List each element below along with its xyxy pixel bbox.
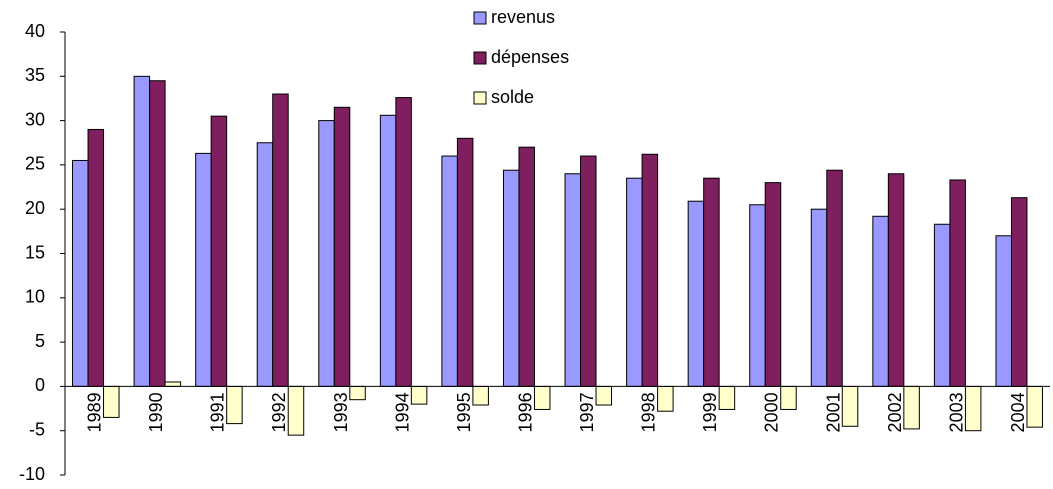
bar <box>903 385 920 430</box>
y-tick-label: 15 <box>25 242 45 262</box>
bar <box>441 155 458 387</box>
bar <box>1026 385 1043 428</box>
y-tick-label: 35 <box>25 65 45 85</box>
bar <box>103 385 120 418</box>
bar <box>872 215 889 387</box>
bar <box>195 152 212 387</box>
x-tick-label: 1991 <box>208 392 228 432</box>
x-tick-label: 2004 <box>1008 392 1028 432</box>
bar <box>780 385 797 410</box>
bar <box>518 146 535 387</box>
x-tick-label: 1999 <box>700 392 720 432</box>
bar <box>641 153 659 387</box>
bar <box>272 93 289 387</box>
bar <box>764 182 782 387</box>
bar <box>410 385 428 405</box>
bar <box>333 106 351 387</box>
legend-label: solde <box>491 87 534 107</box>
bar <box>318 120 335 387</box>
bar <box>349 385 366 401</box>
bar <box>595 385 613 406</box>
bar <box>1010 197 1028 387</box>
bar <box>949 179 966 387</box>
y-tick-label: -10 <box>19 464 45 484</box>
bar <box>810 208 828 387</box>
y-tick-label: 40 <box>25 21 45 41</box>
bar <box>472 385 489 406</box>
y-tick-label: 0 <box>35 375 45 395</box>
bar <box>72 159 89 387</box>
bar <box>564 173 582 387</box>
bar <box>133 75 151 387</box>
legend-swatch <box>473 11 487 25</box>
x-tick-label: 1997 <box>577 392 597 432</box>
y-tick-label: -5 <box>29 419 45 439</box>
x-tick-label: 1990 <box>146 392 166 432</box>
bar <box>287 385 305 436</box>
bar <box>379 114 397 387</box>
x-tick-label: 1996 <box>515 392 535 432</box>
bar <box>841 385 859 427</box>
x-tick-label: 1995 <box>454 392 474 432</box>
bar <box>933 223 951 387</box>
bar <box>580 155 597 387</box>
x-tick-label: 2003 <box>946 392 966 432</box>
y-tick-label: 5 <box>35 331 45 351</box>
legend-label: dépenses <box>491 47 569 67</box>
bar <box>210 115 228 387</box>
y-tick-label: 25 <box>25 154 45 174</box>
bar <box>687 200 705 387</box>
y-tick-label: 10 <box>25 287 45 307</box>
bar <box>456 137 474 387</box>
bar <box>749 204 766 387</box>
y-tick-label: 30 <box>25 109 45 129</box>
x-tick-label: 2002 <box>885 392 905 432</box>
x-tick-label: 1992 <box>269 392 289 432</box>
bar <box>533 385 551 410</box>
bar <box>718 385 736 410</box>
bar <box>87 128 105 387</box>
bar <box>149 80 166 387</box>
bar <box>826 169 843 387</box>
x-tick-label: 2000 <box>762 392 782 432</box>
x-tick-label: 1998 <box>639 392 659 432</box>
x-tick-label: 2001 <box>823 392 843 432</box>
x-tick-label: 1989 <box>85 392 105 432</box>
bar <box>887 173 905 387</box>
legend-label: revenus <box>491 7 555 27</box>
bar <box>995 235 1012 387</box>
bar <box>256 142 274 387</box>
legend-swatch <box>473 51 487 65</box>
bar <box>502 169 520 387</box>
bar <box>395 97 412 387</box>
bar <box>164 381 182 387</box>
y-tick-label: 20 <box>25 198 45 218</box>
x-tick-label: 1994 <box>392 392 412 432</box>
bar <box>626 177 643 387</box>
x-tick-label: 1993 <box>331 392 351 432</box>
bar <box>657 385 674 412</box>
bar <box>703 177 720 387</box>
bar <box>964 385 982 432</box>
bar <box>226 385 243 425</box>
legend-swatch <box>473 91 487 105</box>
